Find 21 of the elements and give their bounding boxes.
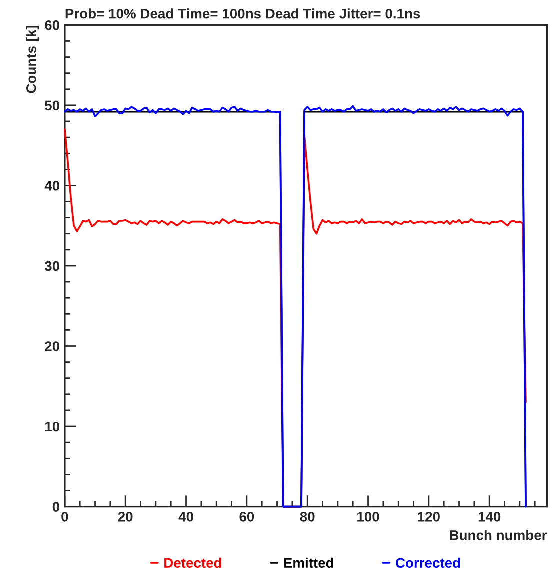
x-tick-label: 0: [62, 512, 68, 522]
y-tick-label: 60: [45, 20, 60, 30]
y-tick-label: 40: [44, 181, 60, 191]
x-tick-label: 100: [358, 512, 380, 522]
y-tick-label: 20: [45, 342, 60, 352]
y-tick-label: 50: [45, 100, 60, 111]
y-tick-label: 30: [44, 261, 60, 272]
y-tick-label: 0: [52, 502, 60, 512]
x-tick-label: 20: [118, 512, 133, 522]
legend-label: Corrected: [396, 558, 460, 568]
y-tick-label: 10: [46, 422, 60, 432]
legend-label: Detected: [164, 558, 222, 568]
x-tick-label: 140: [478, 512, 501, 522]
y-axis-title: Counts [k]: [26, 26, 40, 94]
x-tick-label: 120: [418, 512, 440, 522]
x-tick-label: 80: [300, 512, 315, 522]
x-axis-title: Bunch number: [450, 530, 548, 540]
chart-title: Prob= 10% Dead Time= 100ns Dead Time Jitter= 0.1ns: [66, 8, 420, 19]
legend-label: Emitted: [284, 558, 334, 568]
x-tick-label: 40: [178, 512, 194, 522]
x-tick-label: 60: [240, 512, 254, 522]
